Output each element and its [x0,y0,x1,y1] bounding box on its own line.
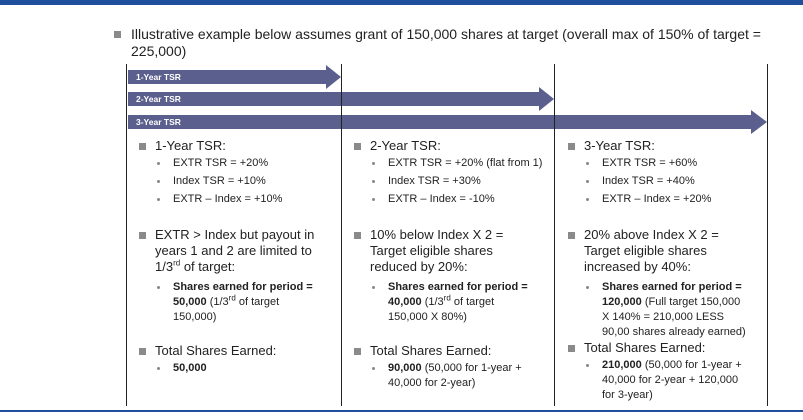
metric-extr: EXTR TSR = +20% [173,157,269,169]
bullet-dot [157,180,160,183]
divider-2 [554,64,555,406]
intro-bullet [114,31,121,38]
total-more: for 3-year) [602,389,653,401]
bullet-dot [372,367,375,370]
arrow-label-3-year: 3-Year TSR [136,117,181,127]
divider-end [767,64,768,406]
total-heading: Total Shares Earned: [584,340,706,355]
intro-text: Illustrative example below assumes grant… [131,26,761,59]
bullet-dot [372,162,375,165]
earned-value: 50,000 (1/3rd of target [173,293,280,308]
metric-diff: EXTR – Index = -10% [388,193,495,205]
total-value: 210,000 (50,000 for 1-year + [602,359,742,371]
timeline-arrows [128,65,767,134]
total-value: 90,000 (50,000 for 1-year + [388,362,522,374]
bottom-accent-bar [0,410,803,412]
bullet [139,348,146,355]
bullet [354,232,361,239]
bullet-dot [586,198,589,201]
bullet [354,143,361,150]
arrow-1-year [128,65,341,89]
earned-value: 40,000 (1/3rd of target [388,293,495,308]
column-heading: 1-Year TSR: [155,138,226,153]
bullet-dot [586,364,589,367]
bullet-dot [157,286,160,289]
bullet [568,232,575,239]
earned-more: 150,000) [173,311,217,323]
payout-line: Target eligible shares [370,243,493,258]
earned-label: Shares earned for period = [173,281,313,293]
earned-more: 150,000 X 80%) [388,311,467,323]
payout-line: Target eligible shares [584,243,707,258]
bullet [568,143,575,150]
payout-line: increased by 40%: [584,259,691,274]
bullet [139,143,146,150]
bullet-dot [372,180,375,183]
metric-index: Index TSR = +30% [388,175,481,187]
column-heading: 3-Year TSR: [584,138,655,153]
earned-more: 90,00 shares already earned) [602,326,746,338]
divider-1 [341,64,342,406]
earned-label: Shares earned for period = [602,281,742,293]
total-heading: Total Shares Earned: [155,343,277,358]
payout-line: EXTR > Index but payout in [155,227,315,242]
earned-label: Shares earned for period = [388,281,528,293]
metric-extr: EXTR TSR = +60% [602,157,698,169]
divider-start [126,64,127,406]
bullet-dot [372,198,375,201]
total-more: 40,000 for 2-year) [388,377,476,389]
arrow-label-1-year: 1-Year TSR [136,72,181,82]
bullet-dot [157,162,160,165]
payout-line: reduced by 20%: [370,259,468,274]
metric-diff: EXTR – Index = +10% [173,193,283,205]
bullet [139,232,146,239]
bullet-dot [157,198,160,201]
top-accent-bar [0,0,803,5]
column-heading: 2-Year TSR: [370,138,441,153]
payout-line: 20% above Index X 2 = [584,227,719,242]
bullet-dot [372,286,375,289]
bullet-dot [586,162,589,165]
arrow-3-year [128,110,767,134]
bullet [568,345,575,352]
metric-index: Index TSR = +10% [173,175,266,187]
payout-line: 10% below Index X 2 = [370,227,504,242]
arrow-label-2-year: 2-Year TSR [136,94,181,104]
earned-value: 120,000 (Full target 150,000 [602,296,741,308]
bullet-dot [586,286,589,289]
metric-extr: EXTR TSR = +20% (flat from 1) [388,157,543,169]
payout-line: 1/3rd of target: [155,258,236,274]
payout-line: years 1 and 2 are limited to [155,243,312,258]
metric-index: Index TSR = +40% [602,175,695,187]
total-heading: Total Shares Earned: [370,343,492,358]
earned-more: X 140% = 210,000 LESS [602,311,725,323]
total-more: 40,000 for 2-year + 120,000 [602,374,739,386]
bullet [354,348,361,355]
metric-diff: EXTR – Index = +20% [602,193,712,205]
total-value: 50,000 [173,362,207,374]
bullet-dot [586,180,589,183]
bullet-dot [157,367,160,370]
